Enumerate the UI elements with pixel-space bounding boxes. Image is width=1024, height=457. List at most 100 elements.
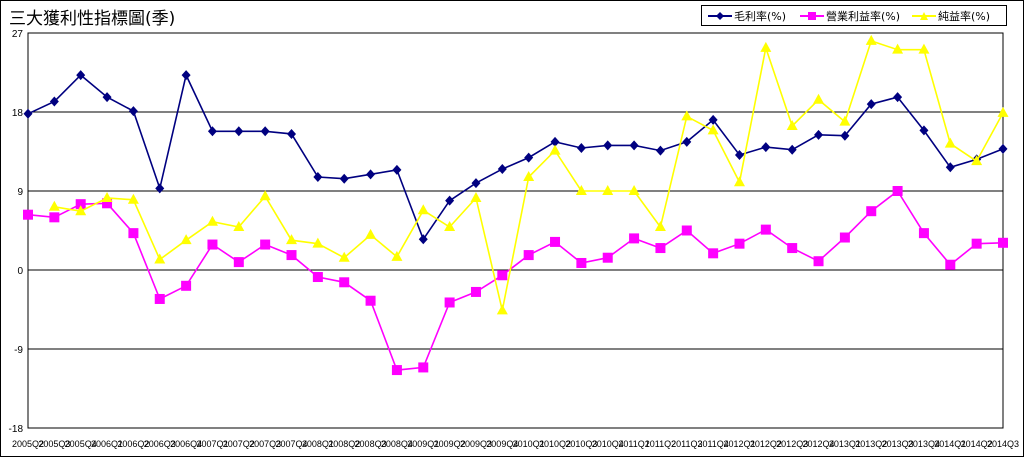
data-point (444, 220, 456, 231)
y-tick-label: -18 (9, 424, 24, 435)
x-tick-label: 2005Q3 (38, 439, 70, 449)
data-point (576, 257, 587, 268)
data-point (655, 145, 665, 156)
data-point (207, 239, 218, 250)
data-point (839, 232, 850, 243)
data-point (286, 250, 297, 261)
data-point (602, 252, 613, 263)
data-point (49, 96, 59, 107)
series-line-2 (27, 189, 1004, 371)
data-point (49, 212, 60, 223)
data-point (23, 209, 33, 220)
data-point (786, 120, 798, 131)
x-tick-label: 2013Q3 (882, 439, 914, 449)
data-point (945, 259, 956, 270)
data-point (233, 220, 245, 231)
x-tick-label: 2009Q1 (407, 439, 439, 449)
x-tick-label: 2008Q4 (381, 439, 413, 449)
data-point (259, 190, 271, 201)
data-point (181, 280, 192, 291)
data-point (496, 304, 508, 315)
data-point (734, 150, 744, 161)
data-point (207, 126, 217, 137)
data-point (681, 110, 693, 121)
data-point (892, 186, 903, 196)
data-point (286, 234, 298, 245)
data-point (287, 128, 297, 139)
x-tick-label: 2010Q3 (565, 439, 597, 449)
data-point (260, 126, 270, 137)
x-tick-label: 2012Q2 (750, 439, 782, 449)
data-point (101, 192, 113, 203)
data-point (181, 70, 191, 81)
data-point (971, 155, 983, 166)
x-tick-label: 2011Q4 (697, 439, 728, 449)
data-point (893, 92, 903, 103)
data-point (206, 215, 218, 226)
x-tick-label: 2009Q3 (460, 439, 492, 449)
data-point (470, 192, 482, 203)
data-point (154, 293, 165, 304)
data-point (814, 129, 824, 140)
x-tick-label: 2006Q3 (144, 439, 176, 449)
data-point (628, 185, 640, 195)
data-point (707, 124, 719, 135)
x-tick-label: 2007Q3 (249, 439, 281, 449)
x-tick-label: 2005Q2 (12, 439, 44, 449)
legend: 毛利率(%) 營業利益率(%) 純益率(%) (701, 5, 1007, 26)
x-tick-label: 2012Q1 (723, 439, 755, 449)
data-point (866, 99, 876, 110)
plot-border (27, 32, 1004, 429)
data-point (312, 272, 323, 283)
data-point (760, 41, 772, 52)
data-point (681, 225, 692, 236)
data-point (48, 200, 60, 211)
data-point (338, 251, 350, 262)
y-tick-label: 9 (17, 187, 23, 198)
x-tick-label: 2010Q2 (539, 439, 571, 449)
data-point (682, 136, 692, 147)
data-point (629, 140, 639, 151)
data-point (840, 130, 850, 141)
series-line-1 (27, 72, 1004, 242)
x-tick-label: 2012Q4 (803, 439, 835, 449)
legend-item-gross-margin: 毛利率(%) (708, 6, 786, 25)
data-point (418, 234, 428, 245)
data-point (575, 185, 587, 195)
data-point (339, 173, 349, 184)
data-point (497, 270, 508, 281)
y-tick-label: 0 (17, 266, 23, 277)
data-point (128, 106, 138, 117)
x-tick-label: 2012Q3 (776, 439, 808, 449)
data-point (233, 257, 244, 268)
x-tick-label: 2014Q2 (961, 439, 993, 449)
data-point (391, 250, 403, 261)
x-tick-label: 2006Q1 (91, 439, 123, 449)
data-point (339, 277, 350, 288)
data-point (998, 143, 1008, 154)
data-point (523, 170, 535, 181)
data-point (75, 205, 87, 216)
y-tick-label: 18 (12, 108, 24, 119)
data-point (76, 70, 86, 81)
data-point (865, 34, 877, 45)
data-point (365, 228, 377, 239)
data-point (761, 142, 771, 153)
data-point (23, 108, 33, 119)
data-point (418, 362, 429, 373)
data-point (497, 164, 507, 175)
x-tick-label: 2013Q1 (829, 439, 861, 449)
data-point (471, 178, 481, 189)
legend-item-operating-margin: 營業利益率(%) (800, 6, 900, 25)
x-tick-label: 2011Q1 (618, 439, 649, 449)
data-point (629, 233, 640, 244)
data-point (128, 228, 139, 239)
data-point (155, 183, 165, 194)
data-point (708, 248, 719, 259)
data-point (549, 144, 561, 155)
data-point (944, 137, 956, 148)
x-tick-label: 2011Q2 (645, 439, 676, 449)
data-point (787, 144, 797, 155)
data-point (444, 297, 455, 308)
